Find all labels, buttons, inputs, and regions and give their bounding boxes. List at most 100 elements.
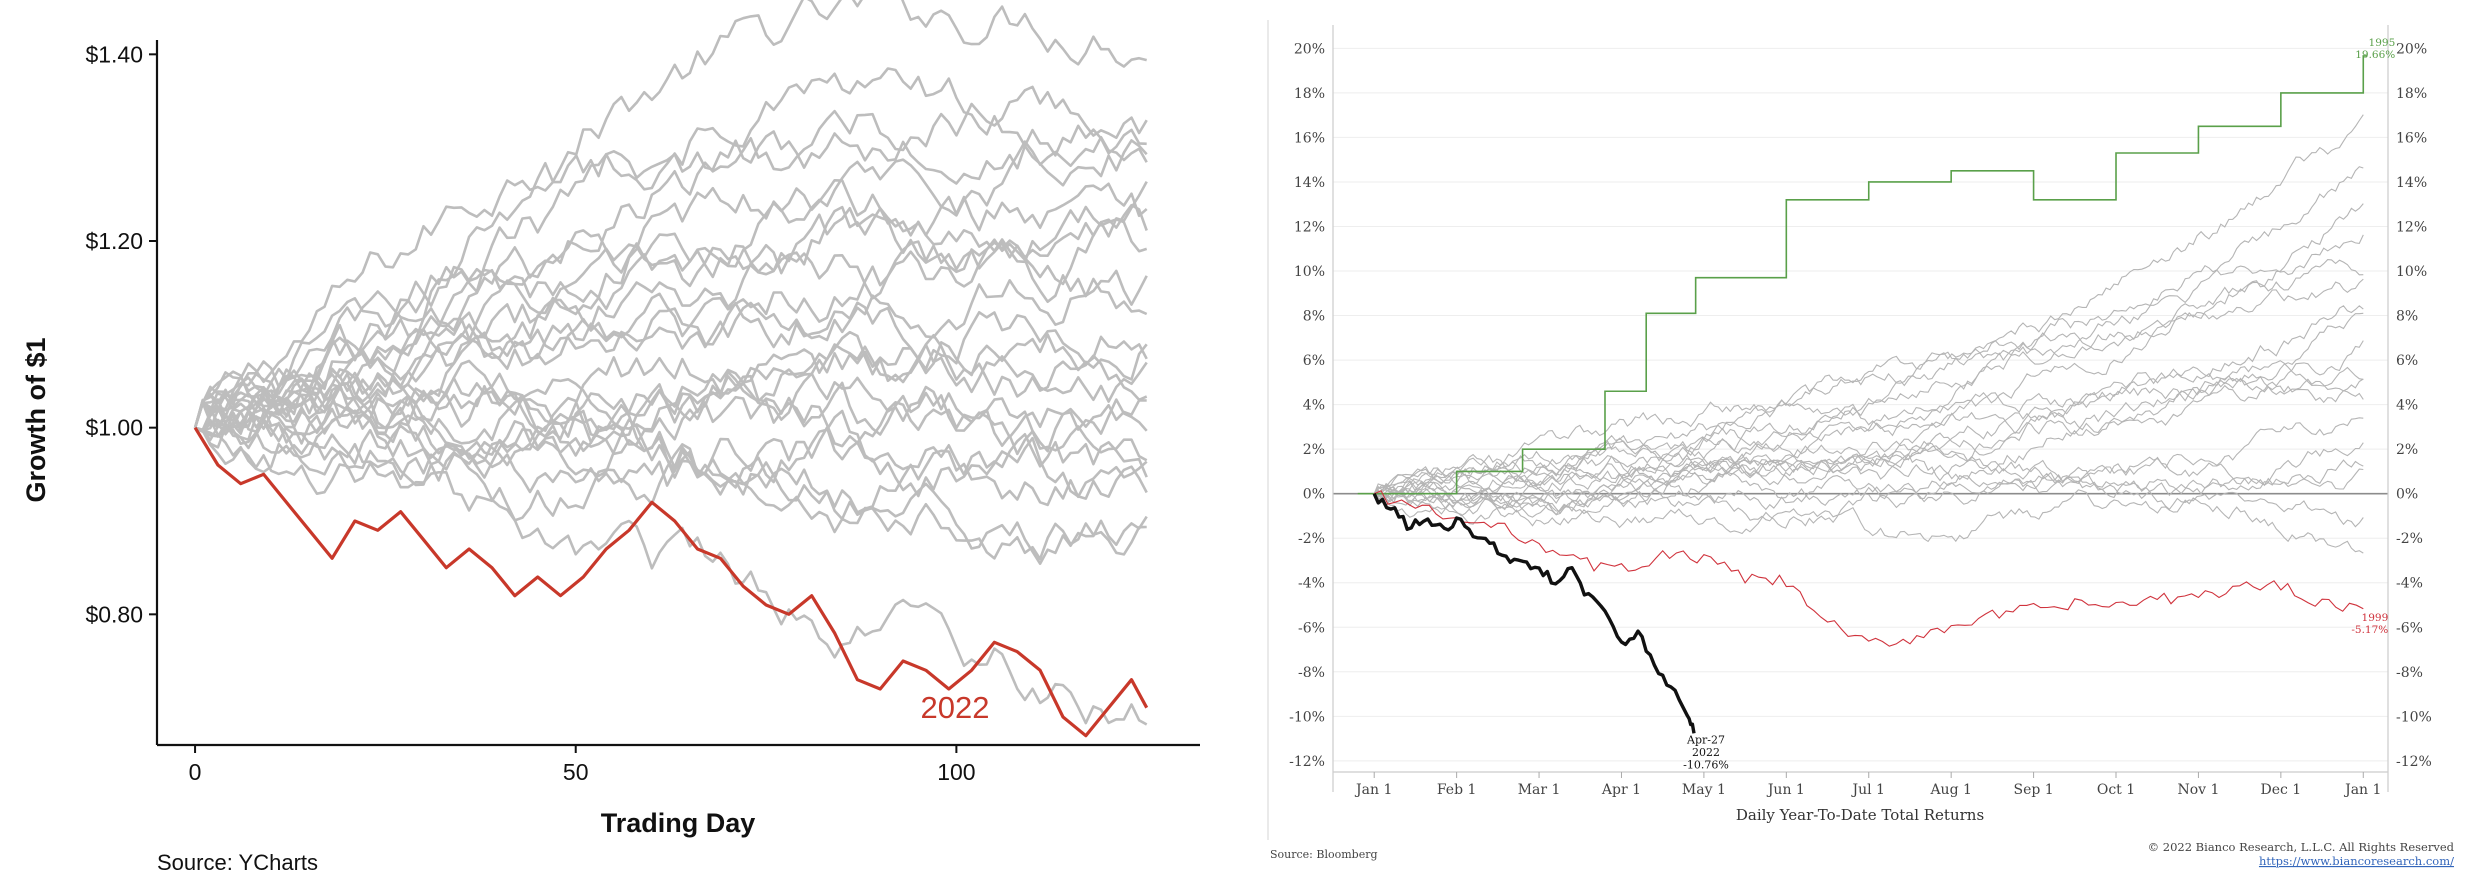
right-y-tick-label-left: -12% [1289,754,1325,770]
right-background-series-line [1373,440,2364,499]
right-background-series-line [1374,450,2364,518]
right-y-tick-label-right: 4% [2396,398,2418,414]
right-background-series-line [1374,114,2364,500]
left-background-series-line [194,393,1148,566]
right-background-series-line [1373,234,2364,501]
right-y-tick-label-left: 16% [1294,130,1325,146]
right-y-tick-label-right: 12% [2396,219,2427,235]
right-background-series-line [1374,445,2364,499]
left-background-series-line [194,409,1148,514]
left-background-series-line [193,85,1148,429]
right-x-tick-label: Nov 1 [2177,782,2219,798]
right-y-tick-label-right: 0% [2396,487,2418,503]
left-background-series-line [193,238,1148,442]
right-background-series-line [1373,259,2364,507]
right-2022-series-line [1372,493,1696,734]
right-x-tick-label: Aug 1 [1929,782,1971,798]
right-background-series-line [1373,278,2364,498]
right-y-tick-label-right: 16% [2396,130,2427,146]
right-y-tick-label-left: 8% [1303,309,1325,325]
right-y-tick-label-right: -12% [2396,754,2432,770]
right-series-end-label: 2022 [1692,746,1720,759]
right-x-axis-title: Daily Year-To-Date Total Returns [1736,806,1984,824]
right-source-note: Source: Bloomberg [1270,848,1378,861]
right-website-link[interactable]: https://www.biancoresearch.com/ [2259,854,2454,868]
right-x-tick-label: Oct 1 [2097,782,2135,798]
right-y-tick-label-right: -2% [2396,531,2423,547]
right-y-tick-label-left: 6% [1303,353,1325,369]
right-series-end-label: -5.17% [2351,624,2388,636]
right-x-tick-label: Feb 1 [1437,782,1477,798]
right-x-tick-label: Jan 1 [1354,782,1392,798]
right-y-tick-label-right: -4% [2396,576,2423,592]
right-background-series-line [1373,375,2364,518]
right-series-end-label: 19.66% [2355,49,2395,61]
right-y-tick-label-left: 12% [1294,219,1325,235]
right-1995-series-line [1357,55,2368,495]
right-x-tick-label: Jan 1 [2343,782,2381,798]
left-x-tick-label: 0 [189,759,202,785]
right-background-series-line [1373,471,2364,535]
right-x-tick-label: Apr 1 [1601,782,1641,798]
left-x-tick-label: 100 [937,759,975,785]
right-y-tick-label-left: -10% [1289,709,1325,725]
right-background-series-line [1374,417,2364,516]
right-axes [1332,25,2389,792]
left-x-tick-label: 50 [563,759,589,785]
right-background-series-line [1373,312,2364,494]
left-background-series-line [193,135,1148,429]
right-series-end-label: 1995 [2369,37,2396,49]
right-background-series-line [1373,378,2364,507]
right-y-tick-label-left: -6% [1298,620,1325,636]
right-y-tick-label-left: -2% [1298,531,1325,547]
left-2022-series-line [193,426,1149,738]
right-series-end-label: Apr-27 [1686,733,1725,746]
right-y-tick-label-right: 6% [2396,353,2418,369]
right-ytd-returns-chart: -12% -12% -10% -10% -8% -8% -6% -6% -4% -4% -2% -2%… [1267,20,2455,868]
right-y-tick-label-left: 4% [1303,398,1325,414]
left-y-tick-label: $1.40 [85,41,143,67]
right-x-tick-label: May 1 [1682,782,1726,798]
right-y-tick-label-left: 2% [1303,442,1325,458]
right-y-tick-label-left: 0% [1303,487,1325,503]
left-y-tick-label: $0.80 [85,601,143,627]
right-x-tick-label: Sep 1 [2013,782,2053,798]
left-highlight-series-group [193,426,1149,738]
right-y-tick-label-left: -4% [1298,576,1325,592]
right-copyright-note: © 2022 Bianco Research, L.L.C. All Right… [2148,840,2455,854]
right-series-end-label: -10.76% [1683,758,1729,771]
right-gridlines [1333,47,2388,762]
left-y-tick-label: $1.00 [85,415,143,441]
right-highlight-series-group [1357,55,2368,734]
right-tick-labels: -12% -12% -10% -10% -8% -8% -6% -6% -4% -4% -2% -2%… [1289,41,2432,798]
right-x-tick-label: Jul 1 [1851,782,1885,798]
left-background-series-line [193,203,1148,429]
right-y-tick-label-left: 14% [1294,175,1325,191]
left-background-series-line [194,419,1147,561]
right-y-tick-label-right: 10% [2396,264,2427,280]
left-2022-series-label: 2022 [921,690,990,725]
left-source-note: Source: YCharts [157,850,318,875]
right-background-series-line [1374,166,2364,503]
left-background-series-line [193,333,1148,432]
right-series-end-label: 1999 [2362,612,2389,624]
right-y-tick-label-right: 20% [2396,41,2427,57]
left-background-series-group [193,0,1148,726]
left-background-series-line [193,180,1148,436]
right-y-tick-label-right: 18% [2396,86,2427,102]
left-y-tick-label: $1.20 [85,228,143,254]
right-y-tick-label-right: -8% [2396,665,2423,681]
left-background-series-line [193,269,1148,432]
right-y-tick-label-left: -8% [1298,665,1325,681]
right-1999-series-line [1373,490,2364,647]
left-y-axis-title: Growth of $1 [21,337,51,502]
left-background-series-line [193,179,1148,429]
right-x-tick-label: Mar 1 [1518,782,1561,798]
right-y-tick-label-left: 10% [1294,264,1325,280]
right-y-tick-label-right: 14% [2396,175,2427,191]
left-x-axis-title: Trading Day [601,808,756,838]
left-growth-chart: 0 50 100 $0.80 $1.00 $1.20 $1.40 2022 Trading … [21,0,1200,875]
right-x-tick-label: Jun 1 [1766,782,1805,798]
